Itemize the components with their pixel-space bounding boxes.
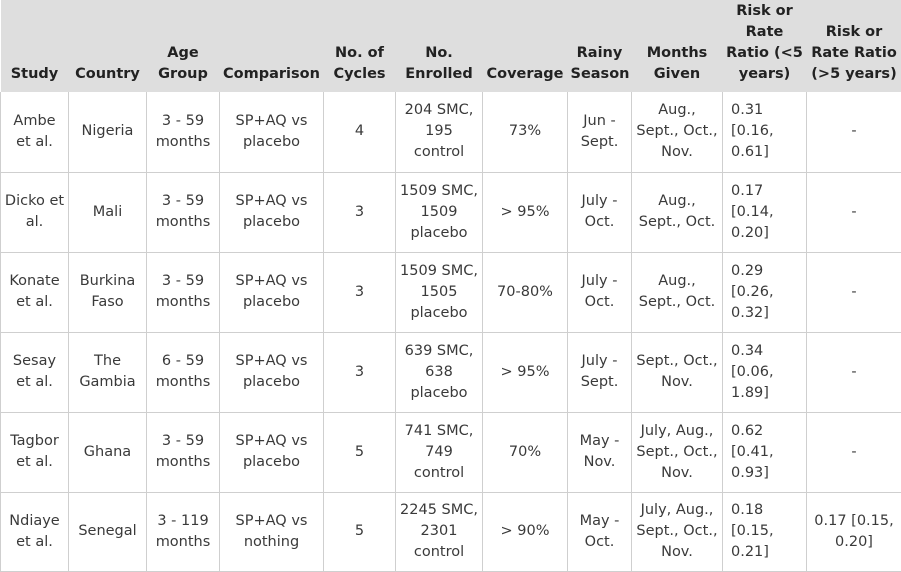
table-row: Ambe et al. Nigeria 3 - 59 months SP+AQ … [1, 92, 901, 172]
cell-rainy-season: May - Oct. [568, 492, 632, 571]
cell-enrolled: 204 SMC, 195 control [396, 92, 483, 172]
table-row: Konate et al. Burkina Faso 3 - 59 months… [1, 252, 901, 332]
cell-rr-under5: 0.29 [0.26, 0.32] [723, 252, 807, 332]
cell-coverage: 73% [483, 92, 568, 172]
header-months-given: Months Given [632, 0, 723, 92]
cell-months-given: Sept., Oct., Nov. [632, 332, 723, 412]
cell-cycles: 5 [324, 492, 396, 571]
cell-rr-over5: - [807, 92, 901, 172]
cell-rainy-season: Jun - Sept. [568, 92, 632, 172]
cell-coverage: > 95% [483, 172, 568, 252]
cell-rr-over5: - [807, 252, 901, 332]
cell-study: Ndiaye et al. [1, 492, 69, 571]
cell-rr-under5: 0.17 [0.14, 0.20] [723, 172, 807, 252]
table-row: Tagbor et al. Ghana 3 - 59 months SP+AQ … [1, 412, 901, 492]
cell-country: Mali [69, 172, 147, 252]
cell-coverage: > 95% [483, 332, 568, 412]
cell-rr-under5: 0.18 [0.15, 0.21] [723, 492, 807, 571]
cell-months-given: Aug., Sept., Oct., Nov. [632, 92, 723, 172]
header-cycles: No. of Cycles [324, 0, 396, 92]
cell-enrolled: 639 SMC, 638 placebo [396, 332, 483, 412]
table-row: Sesay et al. The Gambia 6 - 59 months SP… [1, 332, 901, 412]
cell-country: Nigeria [69, 92, 147, 172]
cell-country: The Gambia [69, 332, 147, 412]
cell-rr-under5: 0.31 [0.16, 0.61] [723, 92, 807, 172]
cell-cycles: 3 [324, 252, 396, 332]
cell-cycles: 3 [324, 172, 396, 252]
cell-age-group: 3 - 59 months [147, 92, 220, 172]
cell-age-group: 3 - 59 months [147, 252, 220, 332]
cell-country: Burkina Faso [69, 252, 147, 332]
table-row: Dicko et al. Mali 3 - 59 months SP+AQ vs… [1, 172, 901, 252]
cell-comparison: SP+AQ vs nothing [220, 492, 324, 571]
cell-coverage: 70-80% [483, 252, 568, 332]
cell-comparison: SP+AQ vs placebo [220, 412, 324, 492]
cell-age-group: 6 - 59 months [147, 332, 220, 412]
cell-enrolled: 1509 SMC, 1509 placebo [396, 172, 483, 252]
cell-study: Sesay et al. [1, 332, 69, 412]
cell-comparison: SP+AQ vs placebo [220, 172, 324, 252]
cell-comparison: SP+AQ vs placebo [220, 92, 324, 172]
header-row: Study Country Age Group Comparison No. o… [1, 0, 901, 92]
header-country: Country [69, 0, 147, 92]
cell-study: Tagbor et al. [1, 412, 69, 492]
cell-country: Ghana [69, 412, 147, 492]
cell-rr-under5: 0.62 [0.41, 0.93] [723, 412, 807, 492]
cell-comparison: SP+AQ vs placebo [220, 332, 324, 412]
header-study: Study [1, 0, 69, 92]
table-row: Ndiaye et al. Senegal 3 - 119 months SP+… [1, 492, 901, 571]
cell-cycles: 5 [324, 412, 396, 492]
header-enrolled: No. Enrolled [396, 0, 483, 92]
cell-months-given: July, Aug., Sept., Oct., Nov. [632, 412, 723, 492]
cell-study: Ambe et al. [1, 92, 69, 172]
cell-rr-under5: 0.34 [0.06, 1.89] [723, 332, 807, 412]
cell-rainy-season: May - Nov. [568, 412, 632, 492]
header-rr-over5: Risk or Rate Ratio (>5 years) [807, 0, 901, 92]
cell-rainy-season: July - Sept. [568, 332, 632, 412]
cell-rr-over5: 0.17 [0.15, 0.20] [807, 492, 901, 571]
cell-rr-over5: - [807, 172, 901, 252]
cell-study: Dicko et al. [1, 172, 69, 252]
cell-enrolled: 741 SMC, 749 control [396, 412, 483, 492]
cell-country: Senegal [69, 492, 147, 571]
cell-age-group: 3 - 59 months [147, 412, 220, 492]
cell-coverage: > 90% [483, 492, 568, 571]
header-rr-under5: Risk or Rate Ratio (<5 years) [723, 0, 807, 92]
cell-coverage: 70% [483, 412, 568, 492]
header-comparison: Comparison [220, 0, 324, 92]
cell-months-given: Aug., Sept., Oct. [632, 172, 723, 252]
cell-study: Konate et al. [1, 252, 69, 332]
cell-enrolled: 2245 SMC, 2301 control [396, 492, 483, 571]
cell-cycles: 4 [324, 92, 396, 172]
cell-enrolled: 1509 SMC, 1505 placebo [396, 252, 483, 332]
cell-months-given: July, Aug., Sept., Oct., Nov. [632, 492, 723, 571]
cell-comparison: SP+AQ vs placebo [220, 252, 324, 332]
cell-cycles: 3 [324, 332, 396, 412]
cell-age-group: 3 - 59 months [147, 172, 220, 252]
cell-months-given: Aug., Sept., Oct. [632, 252, 723, 332]
cell-age-group: 3 - 119 months [147, 492, 220, 571]
cell-rainy-season: July - Oct. [568, 252, 632, 332]
cell-rr-over5: - [807, 412, 901, 492]
header-rainy-season: Rainy Season [568, 0, 632, 92]
cell-rainy-season: July - Oct. [568, 172, 632, 252]
cell-rr-over5: - [807, 332, 901, 412]
header-age-group: Age Group [147, 0, 220, 92]
header-coverage: Coverage [483, 0, 568, 92]
